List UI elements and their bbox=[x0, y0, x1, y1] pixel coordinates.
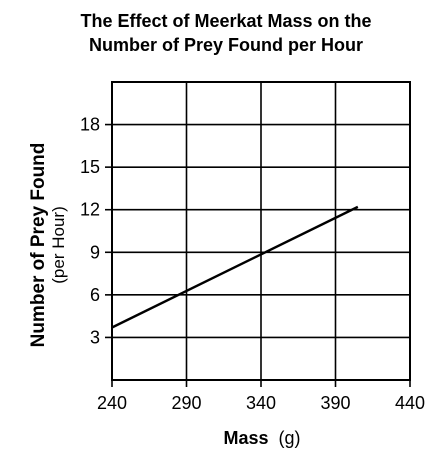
y-axis-label: Number of Prey Found bbox=[28, 143, 49, 348]
x-tick-label-290: 290 bbox=[171, 393, 201, 413]
x-axis-ticks: 240 290 340 390 440 bbox=[97, 380, 425, 413]
y-tick-label-9: 9 bbox=[90, 242, 100, 262]
y-tick-label-15: 15 bbox=[80, 157, 100, 177]
x-tick-label-440: 440 bbox=[395, 393, 425, 413]
y-tick-label-18: 18 bbox=[80, 115, 100, 135]
y-axis-unit-label: (per Hour) bbox=[49, 206, 68, 283]
grid-lines bbox=[112, 82, 410, 380]
y-tick-label-6: 6 bbox=[90, 285, 100, 305]
x-axis-label-text: Mass bbox=[223, 428, 268, 448]
series-group bbox=[111, 205, 359, 329]
chart-title: The Effect of Meerkat Mass on the Number … bbox=[80, 11, 371, 55]
y-tick-label-12: 12 bbox=[80, 200, 100, 220]
chart-title-line-1: The Effect of Meerkat Mass on the bbox=[80, 11, 371, 31]
x-tick-label-390: 390 bbox=[320, 393, 350, 413]
x-tick-label-340: 340 bbox=[246, 393, 276, 413]
series-line-1 bbox=[111, 205, 359, 329]
y-axis-ticks: 3 6 9 12 15 18 bbox=[80, 115, 112, 347]
x-tick-label-240: 240 bbox=[97, 393, 127, 413]
y-tick-label-3: 3 bbox=[90, 327, 100, 347]
chart-title-line-2: Number of Prey Found per Hour bbox=[89, 35, 363, 55]
x-axis-label: Mass (g) bbox=[223, 428, 300, 448]
x-axis-label-unit: (g) bbox=[279, 428, 301, 448]
